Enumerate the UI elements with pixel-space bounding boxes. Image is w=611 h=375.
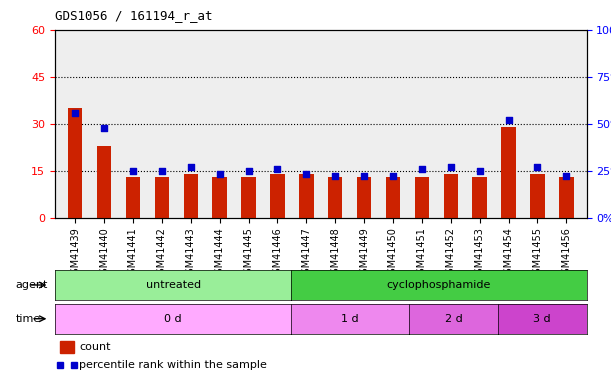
Text: 2 d: 2 d [445, 314, 463, 324]
Bar [97, 146, 111, 218]
Point [359, 173, 369, 179]
Point [562, 173, 571, 179]
Text: percentile rank within the sample: percentile rank within the sample [79, 360, 267, 369]
Text: 3 d: 3 d [533, 314, 551, 324]
Bar [60, 341, 73, 352]
Point [475, 168, 485, 174]
Point [417, 166, 426, 172]
Point [301, 171, 311, 177]
Bar [299, 174, 313, 217]
Bar [444, 174, 458, 217]
Bar [415, 177, 429, 218]
Text: time: time [16, 314, 41, 324]
Point [186, 164, 196, 170]
Bar [559, 177, 574, 218]
Bar [241, 177, 256, 218]
Bar [270, 174, 285, 217]
Bar [328, 177, 342, 218]
Point [446, 164, 456, 170]
Bar [213, 177, 227, 218]
Text: GDS1056 / 161194_r_at: GDS1056 / 161194_r_at [55, 9, 213, 22]
Text: agent: agent [16, 280, 48, 290]
Point [273, 166, 282, 172]
Point [99, 124, 109, 130]
Bar [155, 177, 169, 218]
Bar [502, 127, 516, 218]
Text: 0 d: 0 d [164, 314, 182, 324]
Bar [183, 174, 198, 217]
Point [533, 164, 543, 170]
Point [331, 173, 340, 179]
Text: untreated: untreated [145, 280, 200, 290]
Point [70, 110, 80, 116]
Point [215, 171, 225, 177]
Point [503, 117, 513, 123]
Bar [68, 108, 82, 218]
Bar [530, 174, 544, 217]
Bar [386, 177, 400, 218]
Point [128, 168, 138, 174]
Point [388, 173, 398, 179]
Point [244, 168, 254, 174]
Point [157, 168, 167, 174]
Text: count: count [79, 342, 111, 352]
Bar [357, 177, 371, 218]
Bar [472, 177, 487, 218]
Bar [126, 177, 140, 218]
Text: 1 d: 1 d [342, 314, 359, 324]
Text: cyclophosphamide: cyclophosphamide [387, 280, 491, 290]
